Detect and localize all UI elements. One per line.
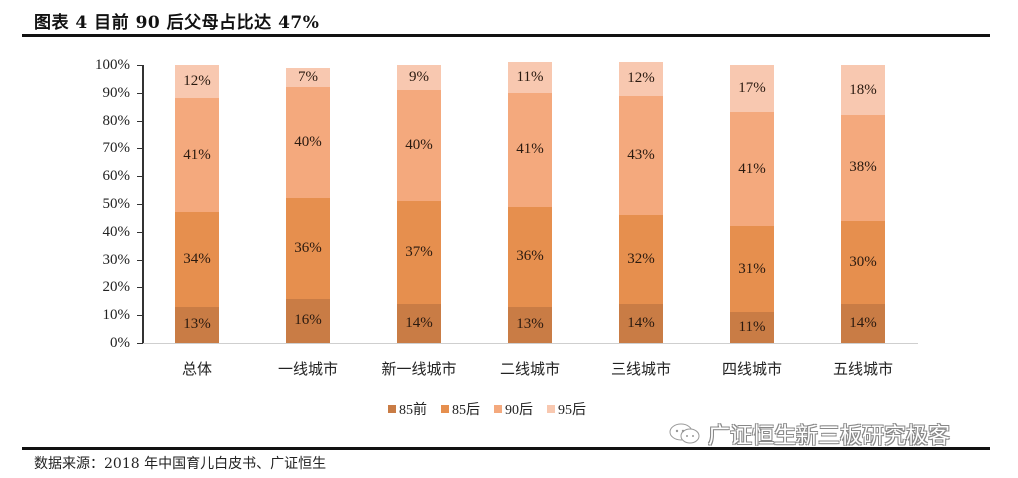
bar-segment-90后: 40% [397,90,441,202]
x-tick-label: 五线城市 [832,360,893,378]
bar-segment-85后: 34% [175,212,219,307]
bar-segment-85后: 30% [841,220,885,305]
y-tick-label: 60% [102,168,131,185]
x-tick-label: 三线城市 [610,360,671,378]
bar-新一线城市: 14% 37% 40% 9% [397,65,441,343]
wechat-icon [668,422,702,446]
legend-label: 85前 [399,403,427,418]
bar-五线城市: 14% 30% 38% 18% [841,65,885,343]
bar-segment-95后: 11% [508,62,552,93]
bar-segment-85前: 13% [508,306,552,343]
x-axis [142,343,918,344]
bar-segment-85前: 13% [175,306,219,343]
stacked-bar-chart: 0% 10% 20% 30% 40% 50% 60% 70% 80% 90% 100% 13% 34%… [95,57,918,419]
legend-swatch-icon [388,405,396,413]
data-source: 数据来源：2018 年中国育儿白皮书、广证恒生 [34,456,327,472]
y-tick-label: 70% [102,140,131,157]
bar-segment-90后: 41% [508,92,552,207]
bar-segment-90后: 41% [730,112,774,227]
y-tick-label: 30% [102,251,131,268]
bar-总体: 13% 34% 41% 12% [175,65,219,343]
y-tick [137,120,143,122]
watermark: 广证恒生新三板研究极客 [668,418,950,450]
bar-segment-90后: 40% [286,87,330,199]
bar-segment-85后: 36% [508,206,552,307]
bar-segment-85后: 31% [730,226,774,313]
legend-item: 85前 [388,399,427,419]
bar-segment-85前: 16% [286,298,330,343]
y-tick [137,259,143,261]
bar-四线城市: 11% 31% 41% 17% [730,65,774,343]
bar-segment-95后: 9% [397,65,441,91]
bar-segment-90后: 38% [841,115,885,221]
legend-swatch-icon [441,405,449,413]
top-divider [22,34,990,37]
bar-segment-85后: 37% [397,201,441,305]
bar-segment-85前: 14% [397,304,441,343]
y-tick [137,176,143,178]
legend-item: 85后 [441,399,480,419]
bar-segment-85后: 36% [286,198,330,299]
y-tick [137,92,143,94]
y-tick-label: 20% [102,279,131,296]
y-tick [137,231,143,233]
chart-title: 图表 4 目前 90 后父母占比达 47% [34,13,320,33]
legend-swatch-icon [494,405,502,413]
y-tick [137,148,143,150]
y-tick [137,315,143,317]
y-tick [137,343,143,344]
bar-二线城市: 13% 36% 41% 11% [508,62,552,343]
bar-segment-90后: 41% [175,98,219,213]
bar-segment-85前: 14% [841,304,885,343]
bar-segment-85后: 32% [619,215,663,305]
bar-三线城市: 14% 32% 43% 12% [619,62,663,343]
y-tick-label: 90% [102,84,131,101]
bar-segment-85前: 11% [730,312,774,343]
y-tick-label: 10% [102,307,131,324]
bottom-divider [22,447,990,450]
legend-item: 95后 [547,399,586,419]
y-tick-label: 100% [95,57,130,73]
bar-segment-95后: 18% [841,65,885,116]
legend-label: 90后 [505,403,533,418]
bar-segment-95后: 12% [175,65,219,99]
bar-segment-95后: 12% [619,62,663,96]
y-tick [137,65,143,66]
bar-一线城市: 16% 36% 40% 7% [286,65,330,343]
legend-label: 95后 [558,403,586,418]
x-tick-label: 新一线城市 [381,360,457,378]
y-tick-label: 0% [110,335,130,351]
y-tick-label: 50% [102,196,131,212]
y-tick-label: 40% [102,223,131,240]
legend-label: 85后 [452,403,480,418]
bar-segment-95后: 17% [730,65,774,113]
y-tick-label: 80% [102,112,131,129]
bar-segment-85前: 14% [619,304,663,343]
y-tick [137,287,143,289]
legend-swatch-icon [547,405,555,413]
x-tick-label: 总体 [181,360,212,378]
chart-legend: 85前 85后 90后 95后 [388,399,586,419]
watermark-text: 广证恒生新三板研究极客 [708,424,951,449]
x-tick-label: 二线城市 [499,360,560,378]
bar-segment-95后: 7% [286,67,330,88]
x-tick-label: 一线城市 [277,360,338,378]
bar-segment-90后: 43% [619,95,663,216]
y-axis [142,65,144,344]
x-tick-label: 四线城市 [721,360,782,378]
legend-item: 90后 [494,399,533,419]
y-tick [137,204,143,205]
